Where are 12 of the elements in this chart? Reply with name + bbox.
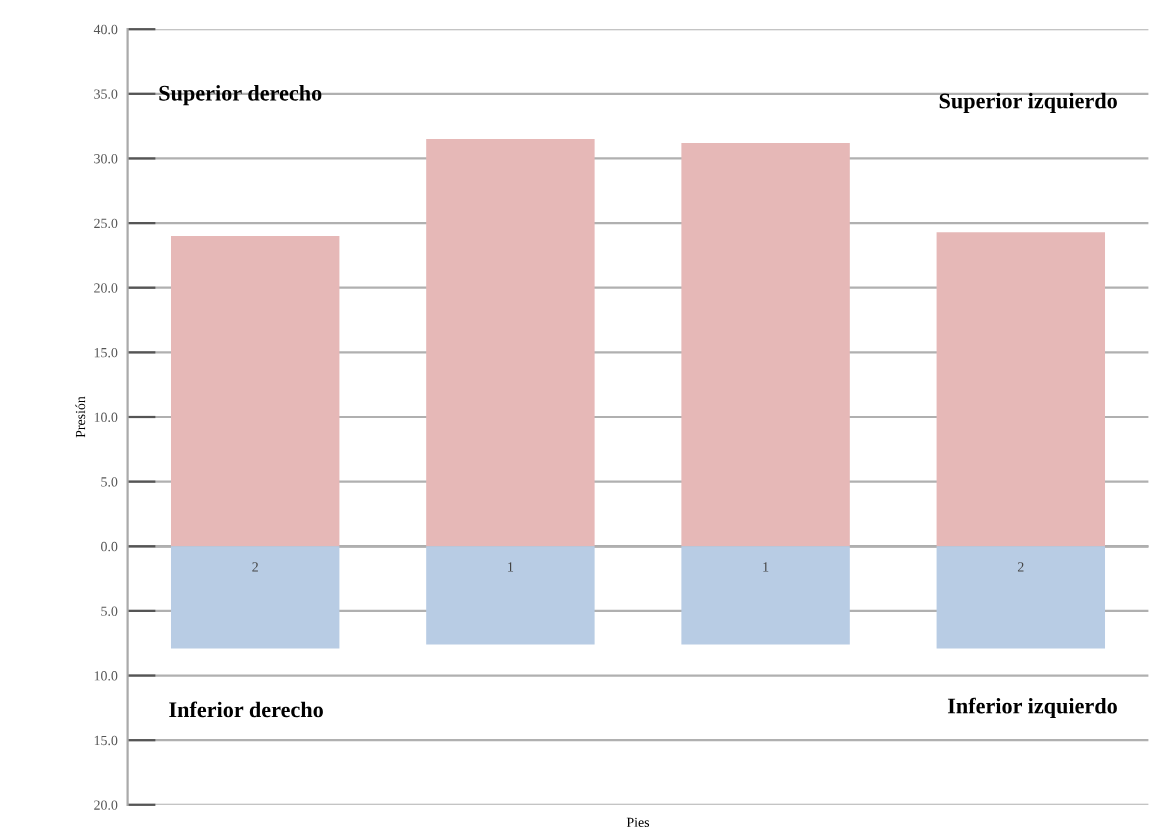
bar (936, 546, 1106, 649)
bar (170, 236, 340, 547)
annotation: Superior derecho (159, 85, 322, 106)
bar (681, 546, 850, 645)
annotation: Superior izquierdo (939, 92, 1117, 113)
bar (936, 232, 1106, 547)
annotation: Inferior derecho (169, 701, 323, 718)
bar (170, 546, 340, 649)
annotation: Inferior izquierdo (947, 697, 1117, 719)
bar (426, 139, 595, 547)
bar (426, 546, 595, 645)
bar (681, 142, 850, 547)
